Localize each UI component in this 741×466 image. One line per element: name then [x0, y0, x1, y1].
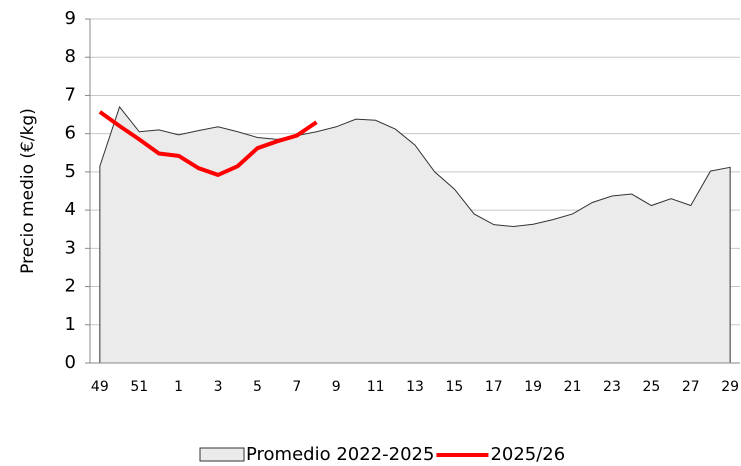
- y-tick-label: 4: [65, 199, 76, 220]
- y-tick-label: 7: [65, 84, 76, 105]
- x-tick-label: 5: [253, 379, 262, 395]
- x-tick-label: 15: [445, 379, 463, 395]
- x-tick-label: 29: [721, 379, 739, 395]
- x-tick-label: 7: [292, 379, 301, 395]
- y-tick-label: 1: [65, 314, 76, 335]
- y-axis-label: Precio medio (€/kg): [18, 108, 38, 274]
- x-tick-label: 11: [367, 379, 385, 395]
- area: [99, 105, 731, 364]
- x-tick-label: 13: [406, 379, 424, 395]
- x-tick-label: 9: [332, 379, 341, 395]
- x-tick-label: 23: [603, 379, 621, 395]
- x-tick-label: 21: [564, 379, 582, 395]
- x-tick-label: 25: [642, 379, 660, 395]
- legend-label: Promedio 2022-2025: [246, 444, 434, 465]
- x-tick-label: 3: [214, 379, 223, 395]
- y-tick-label: 2: [65, 276, 76, 297]
- x-tick-label: 17: [485, 379, 503, 395]
- x-tick-label: 1: [174, 379, 183, 395]
- y-tick-label: 3: [65, 237, 76, 258]
- y-tick-label: 6: [65, 123, 76, 144]
- x-tick-label: 19: [524, 379, 542, 395]
- line: [98, 110, 318, 177]
- y-tick-label: 9: [65, 8, 76, 29]
- y-tick-label: 5: [65, 161, 76, 182]
- legend-label: 2025/26: [490, 444, 565, 465]
- x-tick-label: 51: [130, 379, 148, 395]
- y-tick-label: 8: [65, 46, 76, 67]
- x-tick-label: 27: [682, 379, 700, 395]
- legend-swatch: [199, 447, 245, 462]
- y-tick-label: 0: [65, 352, 76, 373]
- x-tick-label: 49: [91, 379, 109, 395]
